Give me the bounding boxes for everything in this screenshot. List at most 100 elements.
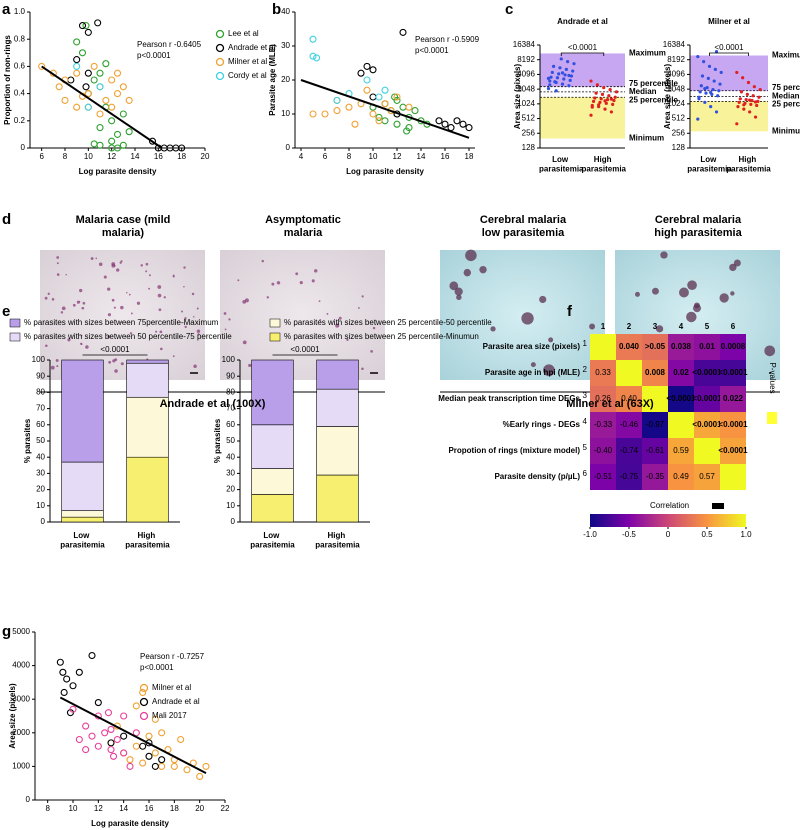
- percentile-label: 25 percentile: [772, 100, 800, 109]
- point: [108, 103, 116, 111]
- point: [113, 144, 122, 152]
- stain: [113, 306, 116, 309]
- stain: [539, 295, 547, 304]
- point: [713, 67, 717, 71]
- bar-segment: [61, 516, 104, 523]
- heat-cell: [590, 464, 616, 490]
- y-tick-label: 16384: [663, 40, 686, 49]
- cell-value: -0.74: [620, 446, 639, 455]
- point: [702, 59, 706, 64]
- stain: [248, 363, 252, 368]
- point: [109, 752, 118, 760]
- point: [562, 77, 566, 81]
- stain: [56, 256, 60, 259]
- stain: [193, 364, 197, 368]
- stain: [98, 262, 103, 267]
- fit-line: [41, 65, 163, 149]
- stain: [311, 279, 315, 283]
- point: [553, 80, 557, 84]
- stain: [196, 329, 201, 333]
- point: [411, 107, 419, 115]
- x-tick-label: 4: [299, 152, 304, 161]
- point: [602, 86, 606, 90]
- y-tick-label: 20: [226, 485, 235, 494]
- y-tick-label: 30: [226, 469, 235, 478]
- point: [107, 739, 115, 747]
- point: [104, 709, 113, 717]
- row-number: 5: [583, 443, 588, 452]
- stain: [95, 257, 98, 260]
- point: [113, 90, 122, 98]
- point: [82, 722, 90, 730]
- panel-label: c: [505, 1, 513, 18]
- stain: [184, 325, 187, 329]
- point: [745, 92, 749, 96]
- legend-marker: [215, 57, 225, 67]
- stain: [145, 270, 148, 273]
- point: [158, 762, 166, 770]
- point: [393, 96, 401, 104]
- x-tick-label: 16: [154, 152, 163, 161]
- point: [177, 735, 185, 744]
- stain: [163, 296, 166, 299]
- point: [151, 715, 159, 723]
- heat-cell: [694, 412, 720, 438]
- point: [441, 120, 449, 128]
- point: [753, 100, 758, 104]
- point: [744, 98, 748, 102]
- text-line: parasitemia: [250, 541, 295, 550]
- stain: [183, 285, 185, 288]
- point: [598, 100, 602, 104]
- point: [132, 742, 140, 750]
- x-tick-label: 10: [369, 152, 378, 161]
- bar-segment: [316, 426, 359, 476]
- colorbar-tick-label: 1.0: [740, 530, 752, 539]
- point: [363, 86, 371, 94]
- x-tick-label: 8: [63, 152, 68, 161]
- point: [552, 64, 556, 68]
- stain: [116, 268, 120, 272]
- row-number: 1: [583, 339, 588, 348]
- significance-bracket: [560, 52, 605, 56]
- text-line: parasitemia: [726, 165, 771, 174]
- stain: [655, 325, 664, 333]
- point: [741, 76, 745, 80]
- stain: [82, 301, 86, 305]
- point: [151, 762, 159, 770]
- point: [126, 762, 134, 770]
- point: [614, 90, 619, 94]
- y-tick-label: 10: [36, 501, 45, 510]
- point: [755, 103, 759, 108]
- stain: [85, 345, 89, 349]
- stain: [730, 291, 735, 296]
- legend-label: % parasites with sizes between 50 percen…: [24, 332, 232, 341]
- point: [593, 96, 597, 100]
- y-tick-label: 0: [26, 795, 31, 804]
- point: [546, 87, 551, 91]
- heat-cell: [720, 360, 746, 386]
- stain: [160, 347, 163, 351]
- point: [82, 83, 90, 91]
- stain: [172, 275, 175, 278]
- point: [548, 79, 552, 83]
- chart-title: Andrade et al: [557, 17, 608, 26]
- p-value-key: [767, 412, 777, 424]
- point: [183, 766, 191, 774]
- point: [82, 22, 90, 30]
- annotation: Pearson r -0.6405: [137, 40, 202, 49]
- x-tick-label: 12: [94, 804, 103, 813]
- point: [75, 735, 83, 744]
- y-tick-label: 0: [21, 143, 26, 152]
- significance-label: <0.0001: [714, 43, 744, 52]
- point: [381, 100, 389, 108]
- x-tick-label: Low parasitemia: [250, 531, 295, 550]
- stain: [463, 268, 472, 277]
- point: [393, 120, 401, 128]
- stain: [530, 362, 536, 368]
- point: [600, 92, 605, 96]
- point: [82, 746, 90, 754]
- point: [453, 117, 461, 125]
- x-tick-label: 16: [145, 804, 154, 813]
- stain: [107, 287, 111, 291]
- column-label: 4: [679, 322, 684, 331]
